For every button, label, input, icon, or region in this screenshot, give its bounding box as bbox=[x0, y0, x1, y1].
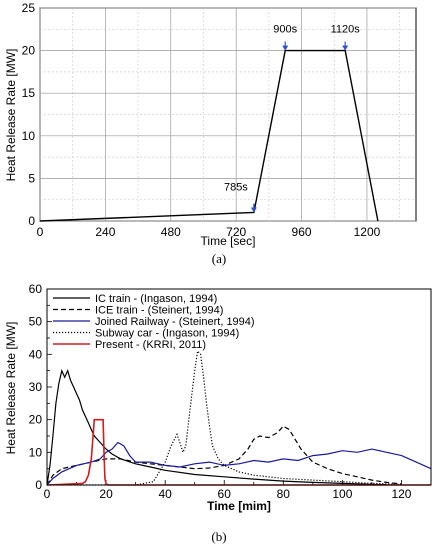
chart-a-y-tick-label: 15 bbox=[22, 86, 36, 100]
chart-b-legend-label: ICE train - (Steinert, 1994) bbox=[95, 305, 223, 317]
chart-a-y-tick-label: 20 bbox=[22, 44, 36, 58]
chart-a-annotation-arrowhead bbox=[342, 45, 349, 51]
chart-a-annotation-arrowhead bbox=[250, 207, 257, 213]
chart-b-series-line bbox=[46, 425, 402, 486]
chart-a-x-tick-label: 720 bbox=[226, 225, 246, 239]
chart-b-series-line bbox=[46, 441, 432, 486]
chart-b-series-line bbox=[46, 368, 387, 486]
chart-b-series-line bbox=[47, 349, 402, 486]
chart-a-annotations: 785s 900s 1120s bbox=[224, 24, 360, 213]
chart-a-y-tick-label: 0 bbox=[28, 214, 35, 228]
chart-a-annotation-arrowhead bbox=[282, 45, 289, 51]
chart-a-annotation-label: 900s bbox=[273, 24, 297, 36]
chart-b-x-tick-label: 120 bbox=[391, 487, 411, 501]
chart-a-annotation-label: 785s bbox=[224, 181, 248, 193]
chart-b-y-tick-label: 30 bbox=[29, 380, 43, 394]
chart-b-legend-label: Subway car - (Ingason, 1994) bbox=[95, 328, 239, 340]
chart-b: 0 20 40 60 80 100 120 0 10 20 30 40 50 60 IC train -… bbox=[4, 282, 432, 544]
chart-a-grid bbox=[39, 7, 416, 222]
chart-b-legend-label: IC train - (Ingason, 1994) bbox=[95, 293, 217, 305]
chart-b-legend-label: Joined Railway - (Steinert, 1994) bbox=[95, 316, 255, 328]
chart-a-x-tick-label: 480 bbox=[161, 225, 181, 239]
chart-a-x-tick-label: 240 bbox=[95, 225, 115, 239]
chart-b-y-tick-label: 50 bbox=[29, 315, 43, 329]
chart-b-x-tick-label: 60 bbox=[218, 487, 232, 501]
chart-a-annotation-label: 1120s bbox=[331, 24, 361, 36]
chart-a-y-tick-label: 25 bbox=[22, 1, 36, 15]
chart-a-x-tick-label: 960 bbox=[292, 225, 312, 239]
chart-a-y-tick-label: 10 bbox=[22, 129, 36, 143]
chart-b-caption: (b) bbox=[211, 529, 226, 544]
chart-b-x-tick-label: 80 bbox=[277, 487, 291, 501]
chart-b-y-tick-labels: 0 10 20 30 40 50 60 bbox=[29, 282, 43, 492]
chart-b-x-tick-label: 100 bbox=[332, 487, 352, 501]
chart-a-x-tick-label: 1200 bbox=[354, 225, 381, 239]
chart-b-x-tick-label: 20 bbox=[99, 487, 113, 501]
chart-a-x-tick-label: 0 bbox=[37, 225, 44, 239]
chart-a-x-axis-label: Time [sec] bbox=[201, 234, 256, 248]
chart-a: 0 240 480 720 960 1200 0 5 10 15 20 25 785s 900s 112… bbox=[4, 1, 417, 266]
chart-b-legend: IC train - (Ingason, 1994)ICE train - (S… bbox=[53, 293, 255, 351]
chart-a-series bbox=[39, 49, 379, 222]
chart-b-y-tick-label: 0 bbox=[35, 478, 42, 492]
chart-b-x-tick-labels: 0 20 40 60 80 100 120 bbox=[44, 487, 412, 501]
chart-a-series-line bbox=[39, 49, 379, 222]
chart-a-y-tick-label: 5 bbox=[28, 171, 35, 185]
chart-b-plot-frame bbox=[46, 288, 432, 486]
chart-b-y-tick-label: 60 bbox=[29, 282, 43, 296]
chart-b-y-tick-label: 10 bbox=[29, 445, 43, 459]
chart-a-y-ticks: 0 5 10 15 20 25 bbox=[22, 1, 36, 228]
chart-b-x-tick-label: 40 bbox=[158, 487, 172, 501]
chart-a-y-axis-label: Heat Release Rate [MW] bbox=[4, 49, 18, 182]
chart-b-series-line bbox=[46, 418, 431, 486]
chart-b-x-tick-label: 0 bbox=[44, 487, 51, 501]
chart-a-caption: (a) bbox=[212, 251, 226, 266]
chart-b-legend-label: Present - (KRRI, 2011) bbox=[95, 339, 206, 351]
chart-a-x-ticks: 0 240 480 720 960 1200 bbox=[37, 225, 381, 239]
chart-b-y-axis-label: Heat Release Rate [MW] bbox=[4, 322, 18, 455]
chart-b-y-tick-label: 40 bbox=[29, 347, 43, 361]
chart-b-x-axis-label: Time [mim] bbox=[207, 499, 271, 513]
chart-b-series bbox=[46, 349, 432, 486]
chart-b-y-tick-label: 20 bbox=[29, 413, 43, 427]
